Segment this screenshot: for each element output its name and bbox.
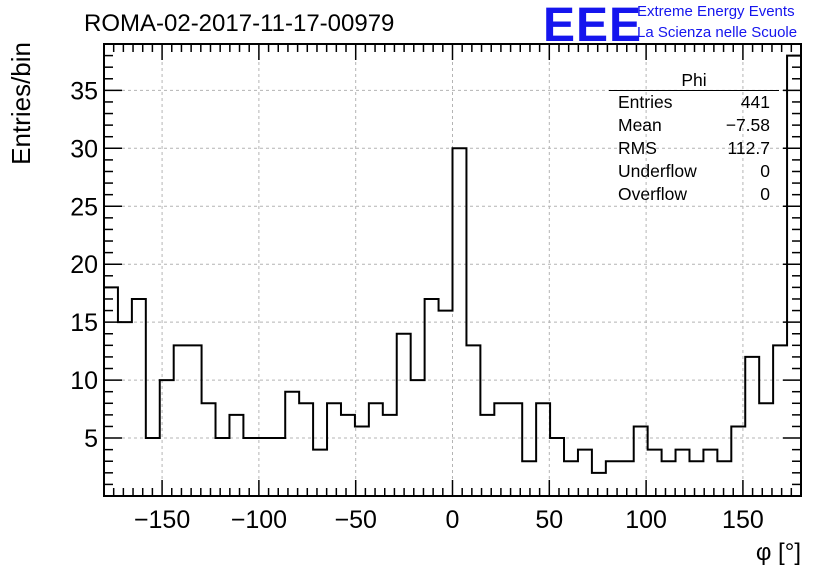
x-tick-label: −100 xyxy=(231,506,287,534)
x-tick-label: 100 xyxy=(625,506,667,534)
y-tick-label: 25 xyxy=(70,193,98,221)
y-tick-label: 30 xyxy=(70,135,98,163)
plot-frame xyxy=(103,43,802,497)
stats-label: RMS xyxy=(618,138,657,158)
stats-label: Underflow xyxy=(618,161,697,181)
stats-row-mean: Mean −7.58 xyxy=(609,114,779,137)
logo-line-1: Extreme Energy Events xyxy=(637,3,795,20)
y-axis-label: Entries/bin xyxy=(6,42,36,165)
logo-line-2: La Scienza nelle Scuole xyxy=(637,24,798,41)
x-axis-label: φ [°] xyxy=(756,539,801,566)
stats-label: Entries xyxy=(618,92,673,112)
stats-row-entries: Entries 441 xyxy=(609,91,779,114)
x-tick-label: 50 xyxy=(535,506,563,534)
histogram-series xyxy=(103,54,802,496)
stats-title: Phi xyxy=(609,70,779,91)
stats-label: Mean xyxy=(618,115,662,135)
stats-box: Phi Entries 441 Mean −7.58 RMS 112.7 Und… xyxy=(609,70,779,206)
x-tick-label: 0 xyxy=(446,506,460,534)
y-tick-label: 20 xyxy=(70,251,98,279)
chart-title: ROMA-02-2017-11-17-00979 xyxy=(84,10,395,37)
axis-ticks xyxy=(104,44,801,496)
y-tick-label: 15 xyxy=(70,309,98,337)
y-tick-label: 10 xyxy=(70,367,98,395)
y-tick-label: 5 xyxy=(84,425,98,453)
stats-value: 0 xyxy=(760,184,770,204)
eee-logo: EEE xyxy=(543,0,643,52)
x-tick-label: −150 xyxy=(134,506,190,534)
y-tick-label: 35 xyxy=(70,77,98,105)
stats-label: Overflow xyxy=(618,184,688,204)
tick-labels: −150 −100 −50 0 50 100 150 5 10 15 20 25 30 35 xyxy=(70,77,764,534)
stats-row-rms: RMS 112.7 xyxy=(609,137,779,160)
stats-value: 112.7 xyxy=(727,138,771,158)
stats-value: −7.58 xyxy=(725,115,770,135)
stats-value: 441 xyxy=(740,92,770,112)
x-tick-label: −50 xyxy=(334,506,376,534)
stats-row-overflow: Overflow 0 xyxy=(609,183,779,206)
stats-row-underflow: Underflow 0 xyxy=(609,160,779,183)
stats-value: 0 xyxy=(760,161,770,181)
x-tick-label: 150 xyxy=(722,506,764,534)
